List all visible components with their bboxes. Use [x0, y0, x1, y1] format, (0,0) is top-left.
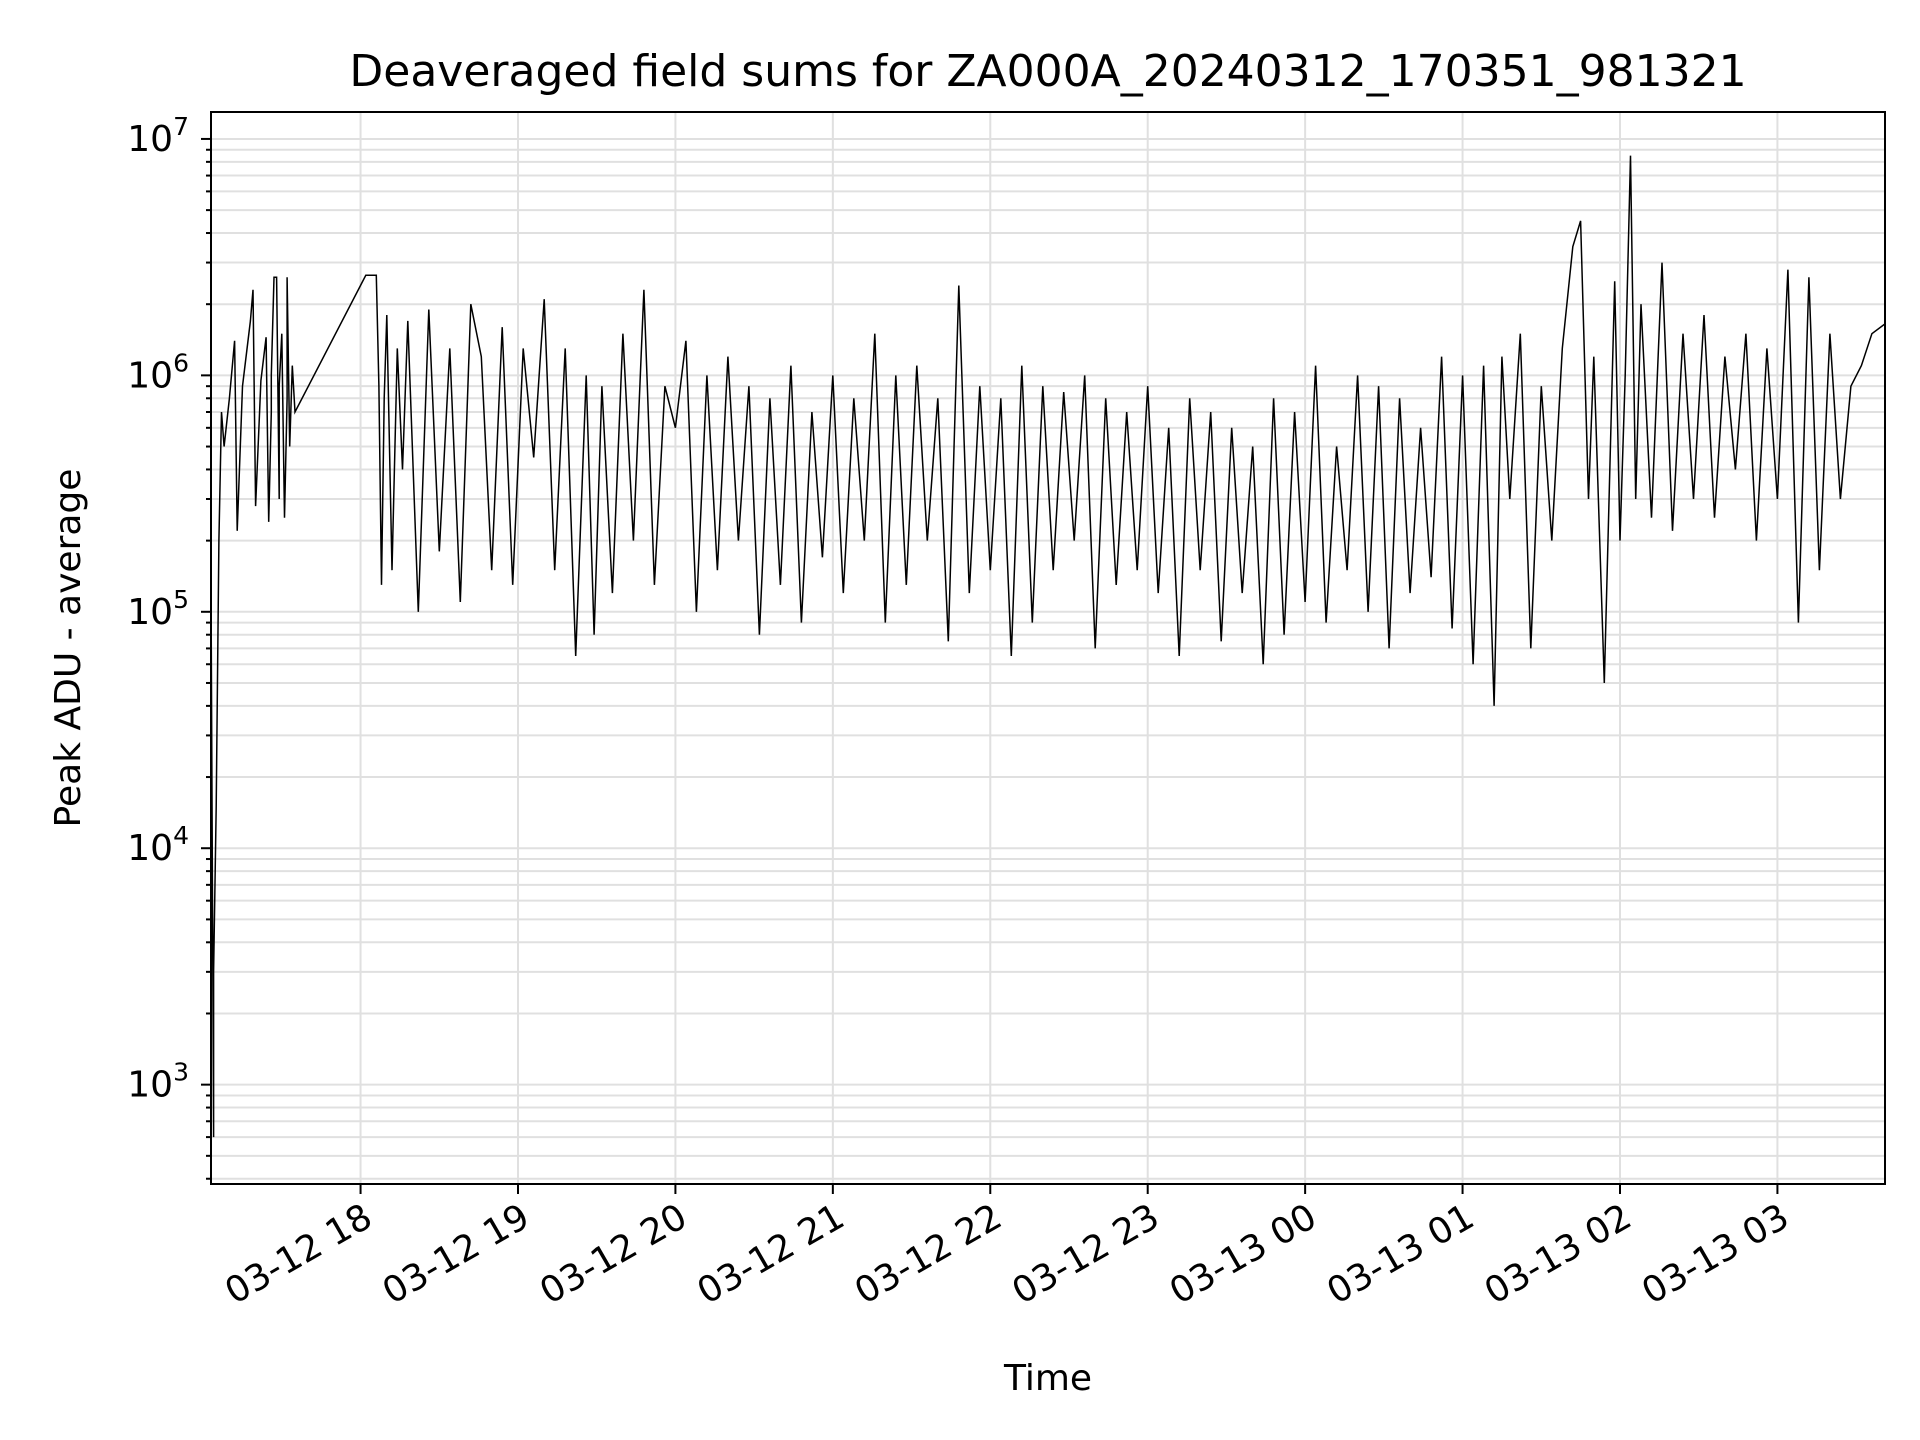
y-tick-base: 10: [127, 828, 173, 869]
x-axis-label: Time: [1003, 1358, 1092, 1399]
y-tick-exponent: 6: [173, 348, 189, 377]
y-axis-label: Peak ADU - average: [48, 469, 89, 828]
y-tick-label: 103: [127, 1058, 189, 1106]
y-tick-label: 107: [127, 112, 189, 160]
y-tick-exponent: 5: [173, 585, 189, 614]
y-tick-label: 106: [127, 348, 189, 396]
grid-lines: [211, 112, 1885, 1184]
y-tick-exponent: 7: [173, 112, 189, 141]
y-tick-exponent: 4: [173, 821, 189, 850]
y-tick-exponent: 3: [173, 1058, 189, 1087]
series-line: [210, 155, 1886, 1138]
chart-title: Deaveraged field sums for ZA000A_2024031…: [349, 46, 1746, 97]
y-tick-base: 10: [127, 1065, 173, 1106]
y-tick-label: 104: [127, 821, 189, 869]
y-tick-base: 10: [127, 119, 173, 160]
y-tick-label: 105: [127, 585, 189, 633]
y-tick-base: 10: [127, 355, 173, 396]
series-layer: [210, 155, 1886, 1138]
y-tick-base: 10: [127, 592, 173, 633]
